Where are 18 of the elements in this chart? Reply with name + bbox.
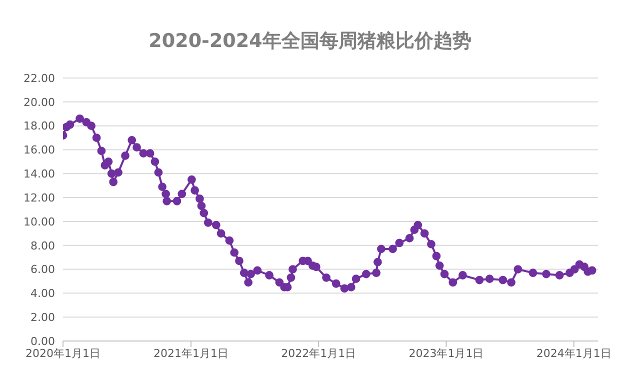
- x-tick-label: 2021年1月1日: [153, 346, 228, 360]
- y-tick-label: 12.00: [24, 191, 55, 204]
- x-tick-label: 2023年1月1日: [408, 346, 484, 360]
- y-tick-label: 4.00: [30, 287, 55, 300]
- y-tick-label: 10.00: [24, 215, 55, 228]
- y-tick-label: 2.00: [30, 310, 55, 324]
- y-tick-label: 14.00: [24, 168, 55, 181]
- y-tick-label: 20.00: [24, 96, 55, 109]
- x-tick-label: 2020年1月1日: [26, 346, 100, 360]
- y-tick-label: 18.00: [24, 120, 55, 133]
- chart-title: 2020-2024年全国每周猪粮比价趋势: [148, 29, 472, 54]
- x-tick-label: 2022年1月1日: [281, 346, 356, 360]
- y-tick-label: 0.00: [30, 334, 55, 348]
- y-tick-label: 16.00: [24, 144, 55, 157]
- y-tick-label: 8.00: [30, 239, 55, 252]
- x-tick-label: 2024年1月1日: [536, 346, 612, 360]
- y-tick-label: 22.00: [24, 72, 55, 85]
- y-tick-label: 6.00: [30, 263, 55, 276]
